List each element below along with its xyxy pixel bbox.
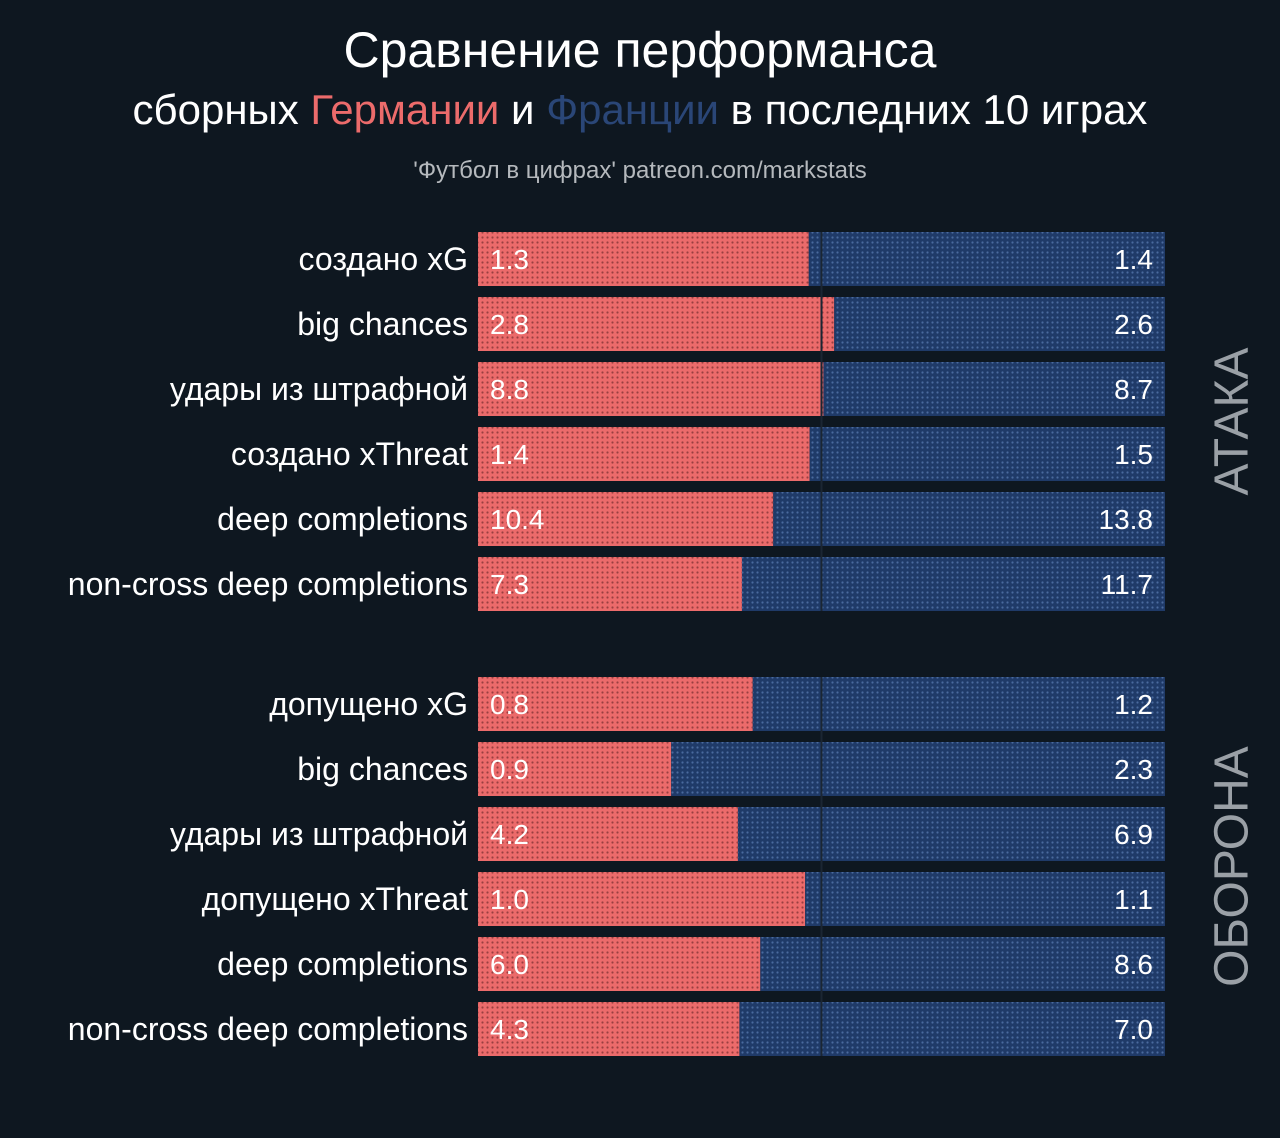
bar-team-a-texture	[478, 807, 738, 861]
subtitle-suffix: в последних 10 играх	[719, 86, 1148, 133]
category-label: deep completions	[217, 501, 468, 537]
value-label-team-b: 13.8	[1099, 504, 1154, 535]
value-label-team-a: 0.9	[490, 754, 529, 785]
value-label-team-a: 7.3	[490, 569, 529, 600]
value-label-team-a: 8.8	[490, 374, 529, 405]
value-label-team-a: 1.3	[490, 244, 529, 275]
value-label-team-b: 8.7	[1114, 374, 1153, 405]
bar-team-b-texture	[752, 677, 1165, 731]
value-label-team-b: 2.6	[1114, 309, 1153, 340]
category-label: удары из штрафной	[170, 371, 468, 407]
category-label: deep completions	[217, 946, 468, 982]
category-label: big chances	[297, 751, 468, 787]
bar-team-b-texture	[809, 427, 1165, 481]
value-label-team-b: 6.9	[1114, 819, 1153, 850]
category-label: допущено xG	[269, 686, 468, 722]
team-a-name: Германии	[310, 86, 500, 133]
category-label: удары из штрафной	[170, 816, 468, 852]
value-label-team-a: 0.8	[490, 689, 529, 720]
bar-team-b-texture	[671, 742, 1165, 796]
value-label-team-b: 1.5	[1114, 439, 1153, 470]
value-label-team-a: 1.0	[490, 884, 529, 915]
bar-team-a-texture	[478, 557, 742, 611]
value-label-team-b: 11.7	[1101, 569, 1153, 600]
value-label-team-a: 6.0	[490, 949, 529, 980]
bar-team-b-texture	[741, 557, 1165, 611]
value-label-team-b: 1.4	[1114, 244, 1153, 275]
chart-subtitle: сборных Германии и Франции в последних 1…	[0, 83, 1280, 137]
bar-team-b-texture	[805, 872, 1165, 926]
bar-team-a-texture	[478, 492, 774, 546]
value-label-team-a: 4.3	[490, 1014, 529, 1045]
value-label-team-b: 1.1	[1114, 884, 1153, 915]
bar-team-a-texture	[478, 742, 672, 796]
bar-team-a-texture	[478, 1002, 740, 1056]
value-label-team-b: 7.0	[1114, 1014, 1153, 1045]
category-label: создано xG	[299, 241, 468, 277]
category-label: non-cross deep completions	[68, 566, 468, 602]
group-label: ОБОРОНА	[1206, 746, 1259, 987]
value-label-team-a: 4.2	[490, 819, 529, 850]
value-label-team-b: 8.6	[1114, 949, 1153, 980]
bar-team-a-texture	[478, 362, 824, 416]
bar-team-a-texture	[478, 232, 809, 286]
category-label: non-cross deep completions	[68, 1011, 468, 1047]
category-label: создано xThreat	[231, 436, 468, 472]
value-label-team-a: 1.4	[490, 439, 529, 470]
bar-team-b-texture	[760, 937, 1165, 991]
group-label: АТАКА	[1206, 348, 1259, 496]
value-label-team-a: 2.8	[490, 309, 529, 340]
bar-team-b-texture	[823, 362, 1165, 416]
bar-team-b-texture	[739, 1002, 1165, 1056]
value-label-team-a: 10.4	[490, 504, 545, 535]
bar-team-a-texture	[478, 937, 761, 991]
subtitle-mid: и	[499, 86, 547, 133]
category-label: допущено xThreat	[202, 881, 469, 917]
value-label-team-b: 2.3	[1114, 754, 1153, 785]
bar-team-a-texture	[478, 427, 810, 481]
subtitle-prefix: сборных	[132, 86, 311, 133]
bar-team-a-texture	[478, 872, 806, 926]
bar-team-a-texture	[478, 297, 835, 351]
bar-team-b-texture	[808, 232, 1165, 286]
bar-team-a-texture	[478, 677, 753, 731]
bar-team-b-texture	[737, 807, 1165, 861]
chart-title: Сравнение перформанса	[343, 22, 937, 78]
bar-team-b-texture	[773, 492, 1165, 546]
bar-team-b-texture	[834, 297, 1165, 351]
category-label: big chances	[297, 306, 468, 342]
value-label-team-b: 1.2	[1114, 689, 1153, 720]
team-b-name: Франции	[546, 86, 720, 133]
chart-credit: 'Футбол в цифрах' patreon.com/markstats	[413, 157, 867, 184]
